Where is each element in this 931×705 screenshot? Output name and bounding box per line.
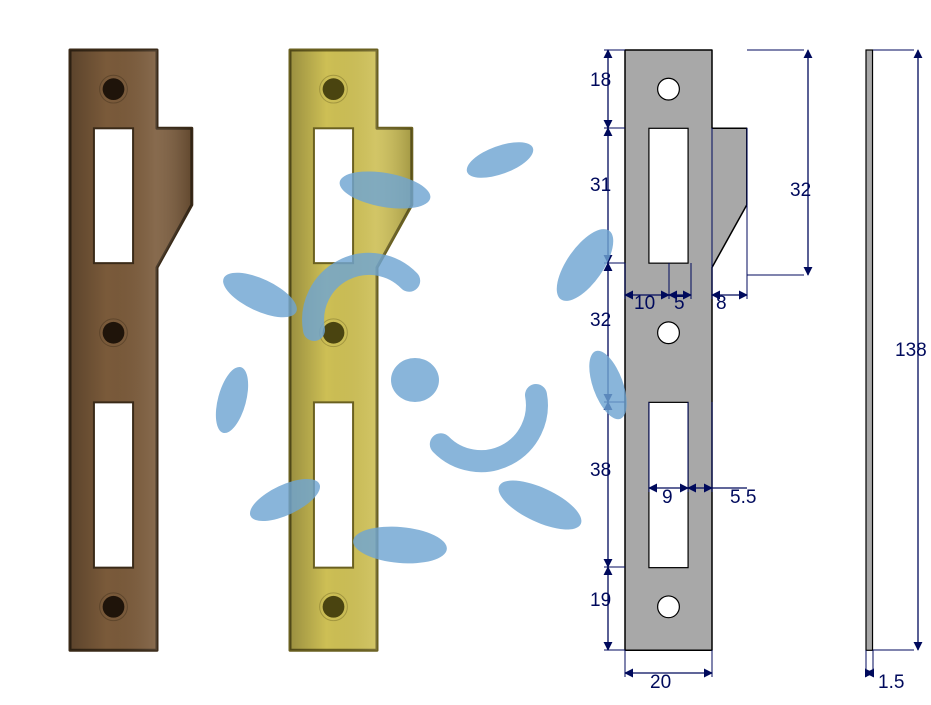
screw-hole-3 xyxy=(323,596,345,618)
slot-2 xyxy=(94,402,133,567)
screw-hole-3 xyxy=(658,596,680,618)
screw-hole-2 xyxy=(658,322,680,344)
dim-label-d31: 31 xyxy=(590,175,611,197)
dim-label-d10: 10 xyxy=(634,293,655,315)
strike-plate-bronze xyxy=(70,50,192,650)
watermark-overlay xyxy=(210,135,635,567)
diagram-canvas: 18 31 32 38 19 32 138 20 9 5.5 10 5 8 1.5 xyxy=(0,0,931,700)
strike-plate-tech xyxy=(625,50,747,650)
screw-hole-2 xyxy=(103,322,125,344)
dim-label-d9: 9 xyxy=(662,487,673,509)
screw-hole-1 xyxy=(103,78,125,100)
dim-label-d19: 19 xyxy=(590,590,611,612)
dim-d15 xyxy=(866,650,873,677)
dim-label-d38: 38 xyxy=(590,460,611,482)
screw-hole-1 xyxy=(658,78,680,100)
dim-label-d55: 5.5 xyxy=(730,487,756,509)
slot-1 xyxy=(314,128,353,263)
screw-hole-2 xyxy=(323,322,345,344)
svg-root xyxy=(0,0,931,700)
screw-hole-3 xyxy=(103,596,125,618)
slot-1 xyxy=(649,128,688,263)
side-view-bar xyxy=(866,50,873,650)
dim-label-d5: 5 xyxy=(674,293,685,315)
dim-label-d18: 18 xyxy=(590,70,611,92)
dim-label-d32a: 32 xyxy=(590,310,611,332)
dim-d38 xyxy=(604,402,625,567)
slot-1 xyxy=(94,128,133,263)
dim-label-d15: 1.5 xyxy=(878,672,904,694)
dim-label-d8: 8 xyxy=(716,293,727,315)
dim-label-d32b: 32 xyxy=(790,180,811,202)
dim-label-d138: 138 xyxy=(895,340,927,362)
slot-2 xyxy=(649,402,688,567)
screw-hole-1 xyxy=(323,78,345,100)
dim-label-d20: 20 xyxy=(650,672,671,694)
dim-d32b xyxy=(747,50,808,275)
